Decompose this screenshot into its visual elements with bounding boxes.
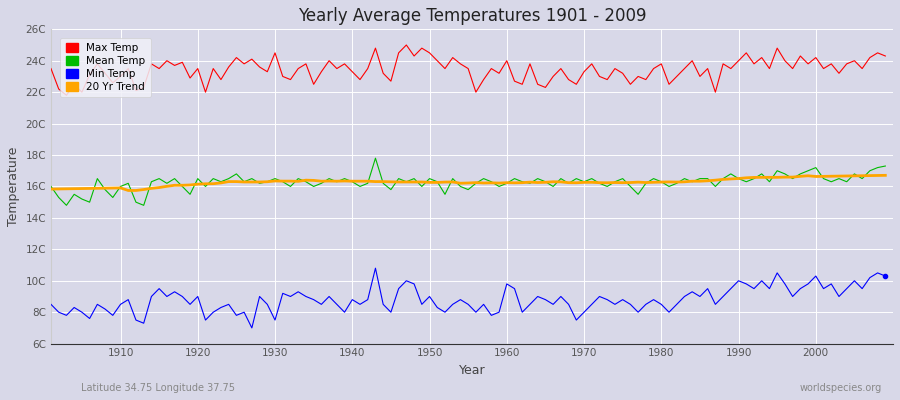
Legend: Max Temp, Mean Temp, Min Temp, 20 Yr Trend: Max Temp, Mean Temp, Min Temp, 20 Yr Tre… [60,38,151,98]
X-axis label: Year: Year [459,364,485,377]
Text: Latitude 34.75 Longitude 37.75: Latitude 34.75 Longitude 37.75 [81,383,235,393]
Text: worldspecies.org: worldspecies.org [800,383,882,393]
Title: Yearly Average Temperatures 1901 - 2009: Yearly Average Temperatures 1901 - 2009 [298,7,646,25]
Y-axis label: Temperature: Temperature [7,147,20,226]
